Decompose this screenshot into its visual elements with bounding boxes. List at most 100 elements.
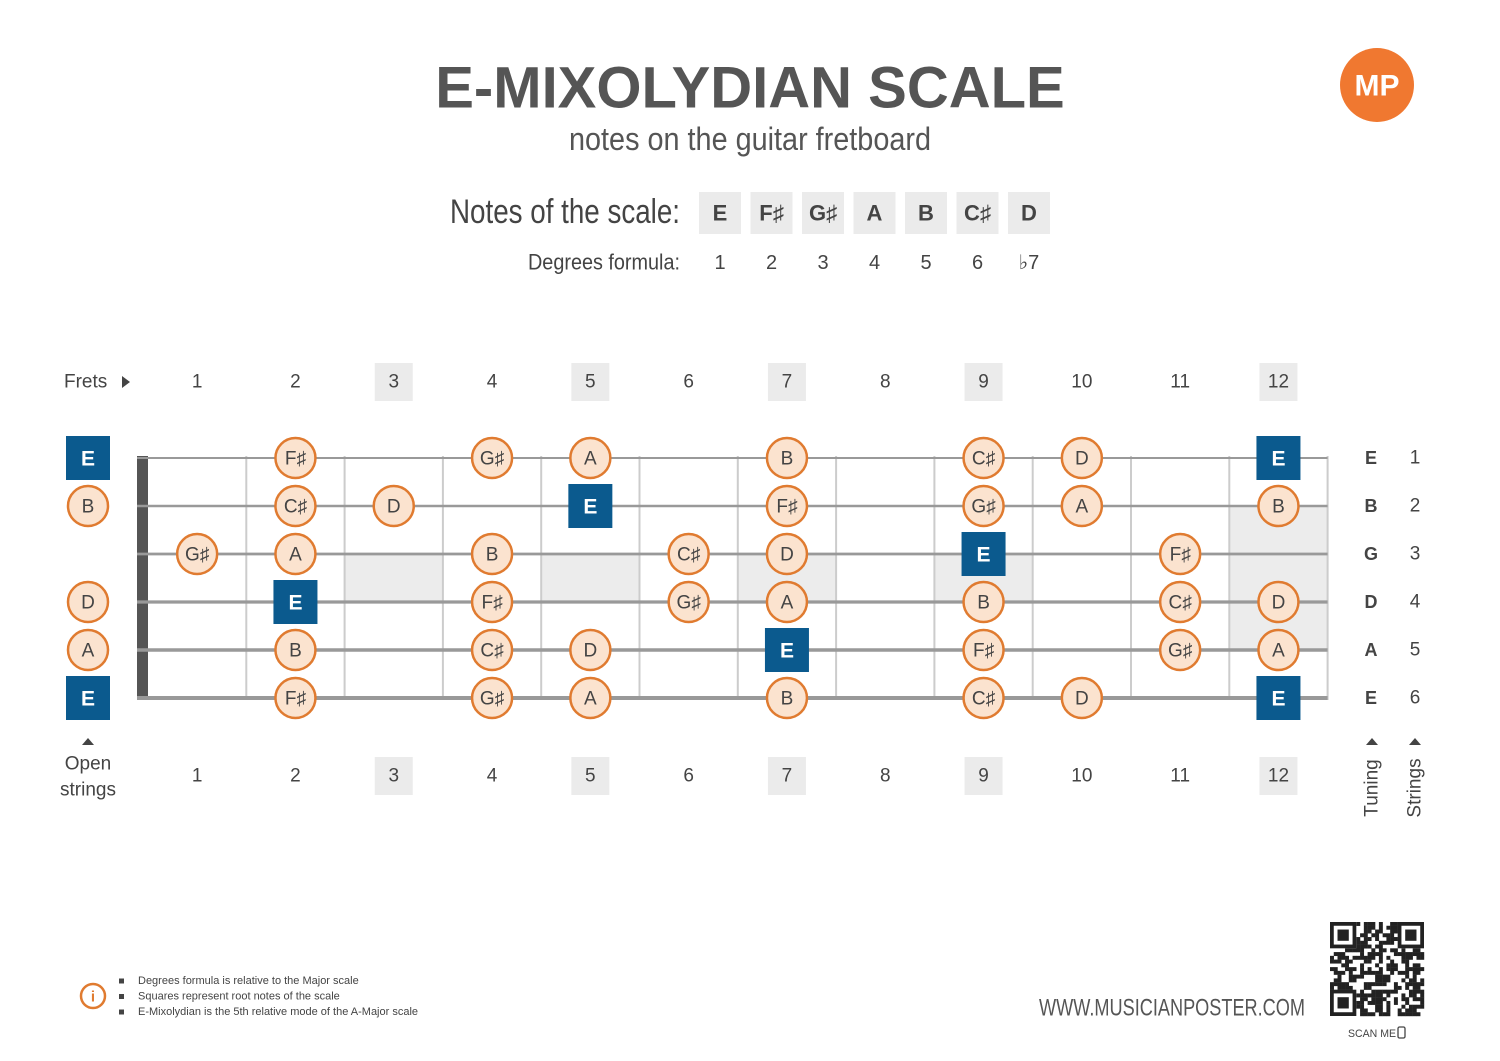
note-label: A <box>1272 641 1285 662</box>
qr-cell <box>1401 970 1406 975</box>
note-label: D <box>81 593 95 614</box>
qr-cell <box>1412 974 1417 979</box>
note-box <box>853 192 896 234</box>
scale-note: D <box>1021 201 1037 226</box>
qr-cell <box>1360 970 1365 975</box>
qr-cell <box>1333 982 1338 987</box>
qr-cell <box>1393 967 1398 972</box>
strings-label: Strings <box>1405 758 1426 817</box>
qr-cell <box>1412 989 1417 994</box>
root-note <box>273 580 318 624</box>
note-label: F♯ <box>1170 545 1191 566</box>
qr-cell <box>1386 937 1391 941</box>
qr-cell <box>1390 940 1395 945</box>
qr-cell <box>1405 967 1410 972</box>
qr-cell <box>1420 982 1425 987</box>
qr-cell <box>1416 989 1421 994</box>
qr-cell <box>1367 1012 1372 1017</box>
qr-cell <box>1375 963 1380 968</box>
qr-cell <box>1378 970 1383 975</box>
fret-number: 3 <box>388 766 399 787</box>
string-number: 6 <box>1410 688 1421 709</box>
qr-cell <box>1378 944 1383 949</box>
qr-cell <box>1393 989 1398 994</box>
fret-number-box <box>767 363 806 401</box>
root-note <box>764 628 809 672</box>
qr-cell <box>1390 925 1395 930</box>
qr-cell <box>1412 993 1417 998</box>
qr-cell <box>1375 974 1380 979</box>
qr-cell <box>1378 1004 1383 1009</box>
qr-cell <box>1393 952 1398 957</box>
qr-cell <box>1405 970 1410 975</box>
qr-cell <box>1341 970 1346 975</box>
scale-note: C♯ <box>964 201 991 226</box>
qr-cell <box>1330 959 1334 964</box>
qr-cell <box>1367 952 1372 957</box>
qr-cell <box>1375 1000 1380 1005</box>
qr-cell <box>1408 952 1413 957</box>
qr-finder <box>1330 922 1357 949</box>
fret-number: 8 <box>880 766 891 787</box>
qr-cell <box>1367 967 1372 972</box>
qr-cell <box>1378 952 1383 957</box>
qr-cell <box>1345 955 1349 960</box>
qr-cell <box>1401 959 1406 964</box>
note-label: G♯ <box>185 545 209 566</box>
qr-cell <box>1360 974 1365 979</box>
qr-cell <box>1341 955 1346 960</box>
qr-cell <box>1386 933 1391 938</box>
note-label: E <box>288 592 302 615</box>
note-label: C♯ <box>972 689 995 710</box>
note-box <box>956 192 999 234</box>
qr-cell <box>1367 922 1372 926</box>
note-label: E <box>583 496 597 519</box>
qr-cell <box>1363 985 1368 990</box>
root-note <box>66 676 110 720</box>
qr-cell <box>1378 982 1383 987</box>
note-label: A <box>584 449 597 470</box>
qr-cell <box>1416 985 1421 990</box>
qr-cell <box>1375 970 1380 975</box>
note-box <box>905 192 947 234</box>
qr-cell <box>1375 929 1380 934</box>
qr-cell <box>1330 967 1334 972</box>
qr-cell <box>1408 1008 1413 1013</box>
qr-cell <box>1356 922 1361 926</box>
qr-cell <box>1405 955 1410 960</box>
note <box>274 628 317 672</box>
string-number: 2 <box>1410 496 1421 517</box>
qr-cell <box>1382 1012 1387 1017</box>
qr-cell <box>1363 922 1368 926</box>
qr-cell <box>1371 1012 1376 1017</box>
fret-number: 5 <box>585 766 596 787</box>
website: WWW.MUSICIANPOSTER.COM <box>1039 995 1305 1022</box>
note-label: C♯ <box>284 497 307 518</box>
qr-cell <box>1386 978 1391 983</box>
fret-number: 9 <box>978 766 989 787</box>
note <box>569 628 612 672</box>
qr-cell <box>1363 937 1368 941</box>
note-box <box>750 192 793 234</box>
qr-cell <box>1367 959 1372 964</box>
qr-cell <box>1386 967 1391 972</box>
qr-cell <box>1390 963 1395 968</box>
note <box>1060 484 1104 528</box>
qr-cell <box>1345 982 1349 987</box>
qr-cell <box>1367 955 1372 960</box>
qr-cell <box>1360 1012 1365 1017</box>
qr-cell <box>1378 922 1383 926</box>
qr-cell <box>1405 974 1410 979</box>
qr-cell <box>1360 948 1365 953</box>
qr-cell <box>1371 989 1376 994</box>
qr-cell <box>1386 925 1391 930</box>
qr-cell <box>1348 985 1353 990</box>
qr-cell <box>1360 955 1365 960</box>
qr-cell <box>1412 1004 1417 1009</box>
qr-cell <box>1363 925 1368 930</box>
note-label: C♯ <box>972 449 995 470</box>
note <box>962 484 1005 528</box>
qr-cell <box>1420 1004 1425 1009</box>
note-label: G♯ <box>480 449 504 470</box>
qr-cell <box>1401 1012 1406 1017</box>
